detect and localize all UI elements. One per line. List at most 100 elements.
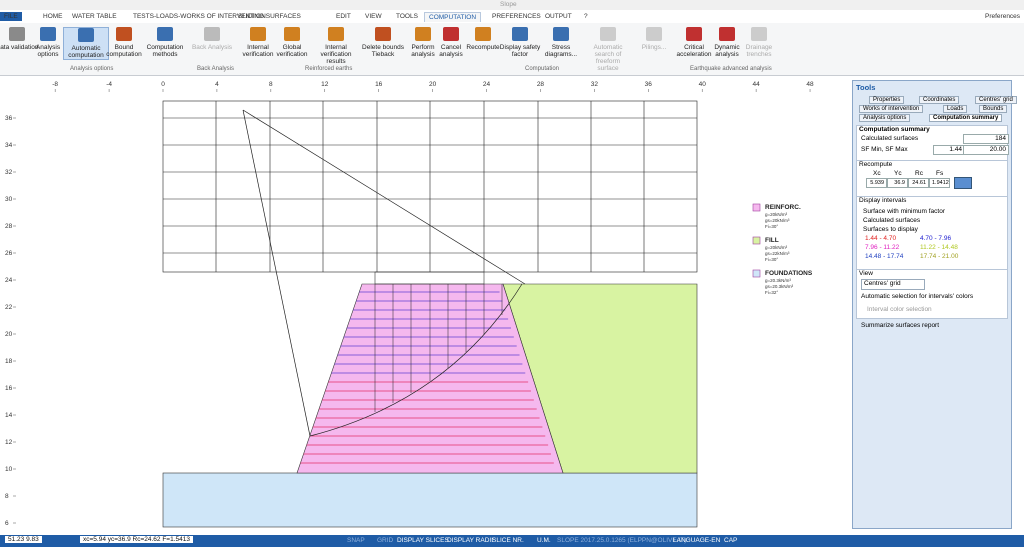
panel-tab[interactable]: Bounds bbox=[979, 105, 1008, 113]
y-tick-label: 10 bbox=[5, 466, 13, 473]
button-label: Automatic search of freeform surface bbox=[593, 44, 623, 72]
menu-tab[interactable]: EDIT bbox=[336, 13, 351, 20]
menu-tab[interactable]: OUTPUT bbox=[545, 13, 572, 20]
interval-option[interactable]: 11.22 - 14.48 bbox=[920, 244, 958, 251]
ribbon-button[interactable]: Automatic computation bbox=[63, 27, 109, 60]
ribbon-button[interactable]: Automatic search of freeform surface bbox=[586, 27, 630, 72]
value-box: 20.00 bbox=[963, 145, 1009, 155]
status-item: SLOPE 2017.25.0.1265 (ELPPN@OLIVE.IT) bbox=[557, 537, 687, 544]
menu-tab[interactable]: HOME bbox=[43, 13, 63, 20]
y-tick-label: 36 bbox=[5, 115, 13, 122]
button-label: Bound computation bbox=[106, 44, 142, 58]
button-label: Drainage trenches bbox=[745, 44, 773, 58]
ribbon-button[interactable]: Dynamic analysis bbox=[705, 27, 749, 58]
button-label: Critical acceleration bbox=[676, 44, 712, 58]
menu-tab[interactable]: SLIDING SURFACES bbox=[238, 13, 301, 20]
radio-option[interactable]: Surfaces to display bbox=[863, 226, 918, 233]
menu-tab[interactable]: COMPUTATION bbox=[424, 12, 482, 22]
ribbon-group-label: Analysis options bbox=[70, 66, 114, 72]
x-tick-label: 40 bbox=[699, 81, 707, 88]
menu-tab[interactable]: VIEW bbox=[365, 13, 382, 20]
checkbox-option[interactable]: Automatic selection for intervals' color… bbox=[861, 293, 974, 300]
interval-option[interactable]: 4.70 - 7.96 bbox=[920, 235, 952, 242]
panel-tab[interactable]: Loads bbox=[943, 105, 968, 113]
section-title: Recompute bbox=[859, 161, 893, 168]
ribbon-button[interactable]: Stress diagrams... bbox=[539, 27, 583, 58]
panel-tab[interactable]: Works of intervention bbox=[859, 105, 924, 113]
ribbon-button[interactable]: Data validation bbox=[0, 27, 39, 51]
menu-tab[interactable]: PREFERENCES bbox=[492, 13, 541, 20]
window-title: Slope bbox=[500, 1, 517, 8]
panel-tab[interactable]: Centres' grid bbox=[975, 96, 1017, 104]
tools-panel: Tools Properties Coordinates Centres' grid W… bbox=[852, 80, 1017, 529]
legend-swatch bbox=[752, 269, 761, 278]
button-icon bbox=[284, 27, 300, 41]
menu-tab[interactable]: TOOLS bbox=[396, 13, 418, 20]
ribbon-button[interactable]: Computation methods bbox=[143, 27, 187, 58]
ribbon-button[interactable]: Back Analysis bbox=[190, 27, 234, 51]
legend-prop: g=20kN/m³ bbox=[765, 245, 788, 250]
ribbon-button[interactable]: Display safety factor bbox=[498, 27, 542, 58]
status-item: DISPLAY RADII bbox=[447, 537, 493, 544]
radio-option[interactable]: Calculated surfaces bbox=[863, 217, 921, 224]
legend-prop: g=20kN/m³ bbox=[765, 212, 788, 217]
button-label: Analysis options bbox=[35, 44, 61, 58]
x-tick-label: -8 bbox=[52, 81, 58, 88]
checkbox-option[interactable]: Summarize surfaces report bbox=[861, 322, 940, 329]
button-label: Data validation bbox=[0, 44, 39, 51]
ribbon-button[interactable]: Perform analysis bbox=[401, 27, 445, 58]
menu-tab[interactable]: WATER TABLE bbox=[72, 13, 117, 20]
button-label: Internal verification results bbox=[320, 44, 352, 65]
ribbon-button[interactable]: Internal verification results bbox=[314, 27, 358, 65]
button-icon bbox=[204, 27, 220, 41]
ribbon-button[interactable]: Drainage trenches bbox=[737, 27, 781, 58]
ribbon-button[interactable]: Pilings... bbox=[632, 27, 676, 51]
y-tick-label: 28 bbox=[5, 223, 13, 230]
menu-tab[interactable]: ? bbox=[584, 13, 588, 20]
foundation-layer bbox=[162, 472, 698, 528]
preferences-link[interactable]: Preferences bbox=[985, 13, 1021, 20]
legend-swatch bbox=[752, 203, 761, 212]
ribbon-button[interactable]: Delete bounds Tieback bbox=[361, 27, 405, 58]
legend-name: FOUNDATIONS bbox=[765, 270, 813, 277]
ribbon-group-label: Back Analysis bbox=[197, 66, 235, 72]
reinforcements bbox=[300, 291, 554, 464]
interval-option[interactable]: 17.74 - 21.00 bbox=[920, 253, 959, 260]
panel-tab[interactable]: Analysis options bbox=[859, 114, 911, 122]
ribbon-button[interactable]: Recompute bbox=[461, 27, 505, 51]
status-item: CAP bbox=[724, 537, 738, 544]
panel-tab[interactable]: Properties bbox=[869, 96, 905, 104]
slip-surface bbox=[242, 109, 526, 437]
column-header: Fs bbox=[936, 170, 944, 177]
ribbon-button[interactable]: Internal verification bbox=[236, 27, 280, 58]
interval-option[interactable]: 7.96 - 11.22 bbox=[865, 244, 900, 251]
x-tick-label: -4 bbox=[106, 81, 112, 88]
panel-tab[interactable]: Coordinates bbox=[919, 96, 960, 104]
status-item: U.M. bbox=[537, 537, 551, 544]
button-label: Computation methods bbox=[146, 44, 184, 58]
legend-name: FILL bbox=[765, 237, 779, 244]
combo-box[interactable]: Centres' grid bbox=[861, 279, 925, 290]
interval-option[interactable]: 14.48 - 17.74 bbox=[865, 253, 904, 260]
column-header: Yc bbox=[894, 170, 902, 177]
section-box bbox=[856, 269, 1008, 319]
ribbon-button[interactable]: Analysis options bbox=[26, 27, 70, 58]
menu-bar: FILE HOME WATER TABLE TESTS-LOADS-WORKS OF … bbox=[0, 10, 980, 23]
panel-tab[interactable]: Computation summary bbox=[929, 114, 1003, 122]
button-label: Global verification bbox=[276, 44, 308, 58]
menu-tab[interactable]: TESTS-LOADS-WORKS OF INTERVENTION bbox=[133, 13, 266, 20]
radio-option[interactable]: Surface with minimum factor bbox=[863, 208, 945, 215]
ribbon-button[interactable]: Global verification bbox=[270, 27, 314, 58]
button-icon bbox=[475, 27, 491, 41]
interval-option[interactable]: 1.44 - 4.70 bbox=[865, 235, 897, 242]
x-tick-label: 48 bbox=[806, 81, 814, 88]
ribbon-button[interactable]: Critical acceleration bbox=[672, 27, 716, 58]
recompute-button[interactable] bbox=[954, 177, 972, 189]
section-title: Computation summary bbox=[859, 126, 930, 133]
menu-tab[interactable]: FILE bbox=[0, 12, 22, 21]
ribbon-button[interactable]: Bound computation bbox=[102, 27, 146, 58]
button-label: Internal verification bbox=[242, 44, 274, 58]
ribbon-button[interactable]: Cancel analysis bbox=[429, 27, 473, 58]
button-icon bbox=[375, 27, 391, 41]
